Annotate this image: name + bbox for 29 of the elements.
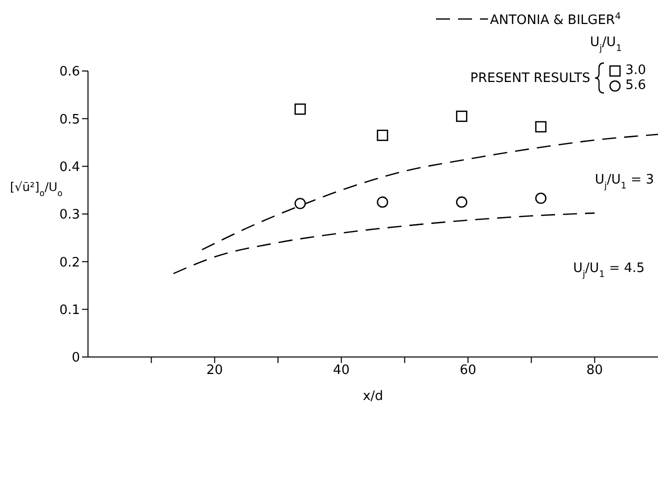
x-tick-label: 60 (460, 363, 476, 378)
point (376, 130, 388, 141)
legend-label: 3.0 (625, 63, 646, 78)
line-series (201, 134, 658, 250)
y-tick-label: 0.3 (59, 208, 80, 223)
y-tick-label: 0.1 (59, 302, 80, 318)
point (535, 192, 546, 204)
point (535, 121, 546, 132)
annotation: PRESENT RESULTS (470, 70, 590, 86)
point (294, 103, 306, 115)
point (456, 196, 468, 208)
y-tick-label: 0.4 (59, 160, 80, 175)
x-axis-title: x/d (362, 389, 384, 404)
legend-label: ANTONIA & BILGER$^{4}$ (490, 12, 621, 28)
y-axis-title: [√ū²]$_{o}$/U$_{o}$ (10, 180, 63, 198)
annotation: U$_{j}$/U$_{1}$ = 4.5 (573, 260, 645, 280)
x-tick-label: 20 (206, 363, 223, 378)
x-tick-label: 40 (333, 363, 350, 378)
y-tick-label: 0.5 (59, 112, 80, 128)
point (376, 196, 388, 208)
point (294, 198, 306, 210)
point (456, 110, 468, 122)
y-tick-label: 0.6 (59, 64, 80, 80)
annotation: U$_{j}$/U$_{1}$ = 3 (594, 172, 654, 192)
y-tick-label: 0 (72, 350, 80, 366)
legend-title: U$_{j}$/U$_{1}$ (590, 35, 622, 54)
legend-label: 5.6 (625, 78, 646, 93)
x-tick-label: 80 (586, 363, 603, 378)
y-tick-label: 0.2 (59, 255, 80, 270)
